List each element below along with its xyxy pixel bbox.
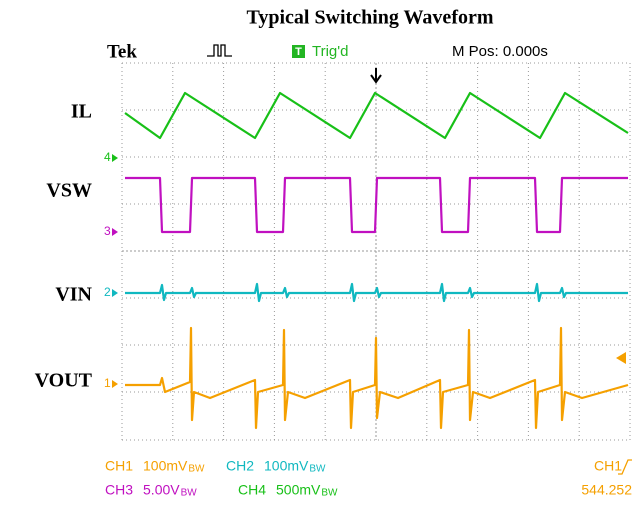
brand: Tek xyxy=(107,41,137,62)
bandwidth-limit: BW xyxy=(321,488,338,499)
signal-label: VIN xyxy=(55,284,92,306)
channel-scale: 5.00V xyxy=(143,482,180,498)
bandwidth-limit: BW xyxy=(188,464,205,475)
frequency: 544.252 xyxy=(581,482,632,498)
trigger-level-marker xyxy=(616,352,626,364)
channel-name: CH2 xyxy=(226,458,254,474)
signal-label: IL xyxy=(71,101,92,123)
channel-marker: 3 xyxy=(104,224,111,238)
bandwidth-limit: BW xyxy=(309,464,326,475)
bandwidth-limit: BW xyxy=(181,488,198,499)
channel-arrow xyxy=(112,380,118,388)
channel-name: CH1 xyxy=(105,458,133,474)
channel-scale: 500mV xyxy=(276,482,321,498)
channel-marker: 2 xyxy=(104,285,111,299)
channel-name: CH3 xyxy=(105,482,133,498)
trigger-source: CH1 xyxy=(594,458,622,474)
signal-label: VOUT xyxy=(35,370,93,392)
channel-arrow xyxy=(112,154,118,162)
title: Typical Switching Waveform xyxy=(246,7,493,29)
channel-marker: 1 xyxy=(104,376,111,390)
channel-arrow xyxy=(112,289,118,297)
trigger-status: Trig'd xyxy=(312,43,348,60)
page: Typical Switching Waveform Tek T Trig'd … xyxy=(0,0,639,527)
channel-marker: 4 xyxy=(104,150,111,164)
trigger-icon: T xyxy=(295,46,302,58)
signal-label: VSW xyxy=(46,180,92,202)
channel-scale: 100mV xyxy=(143,458,188,474)
pulse-icon xyxy=(207,45,232,56)
position: M Pos: 0.000s xyxy=(452,43,548,60)
vout-waveform xyxy=(125,328,628,428)
trigger-marker xyxy=(371,68,381,82)
channel-scale: 100mV xyxy=(264,458,309,474)
channel-arrow xyxy=(112,228,118,236)
channel-name: CH4 xyxy=(238,482,266,498)
